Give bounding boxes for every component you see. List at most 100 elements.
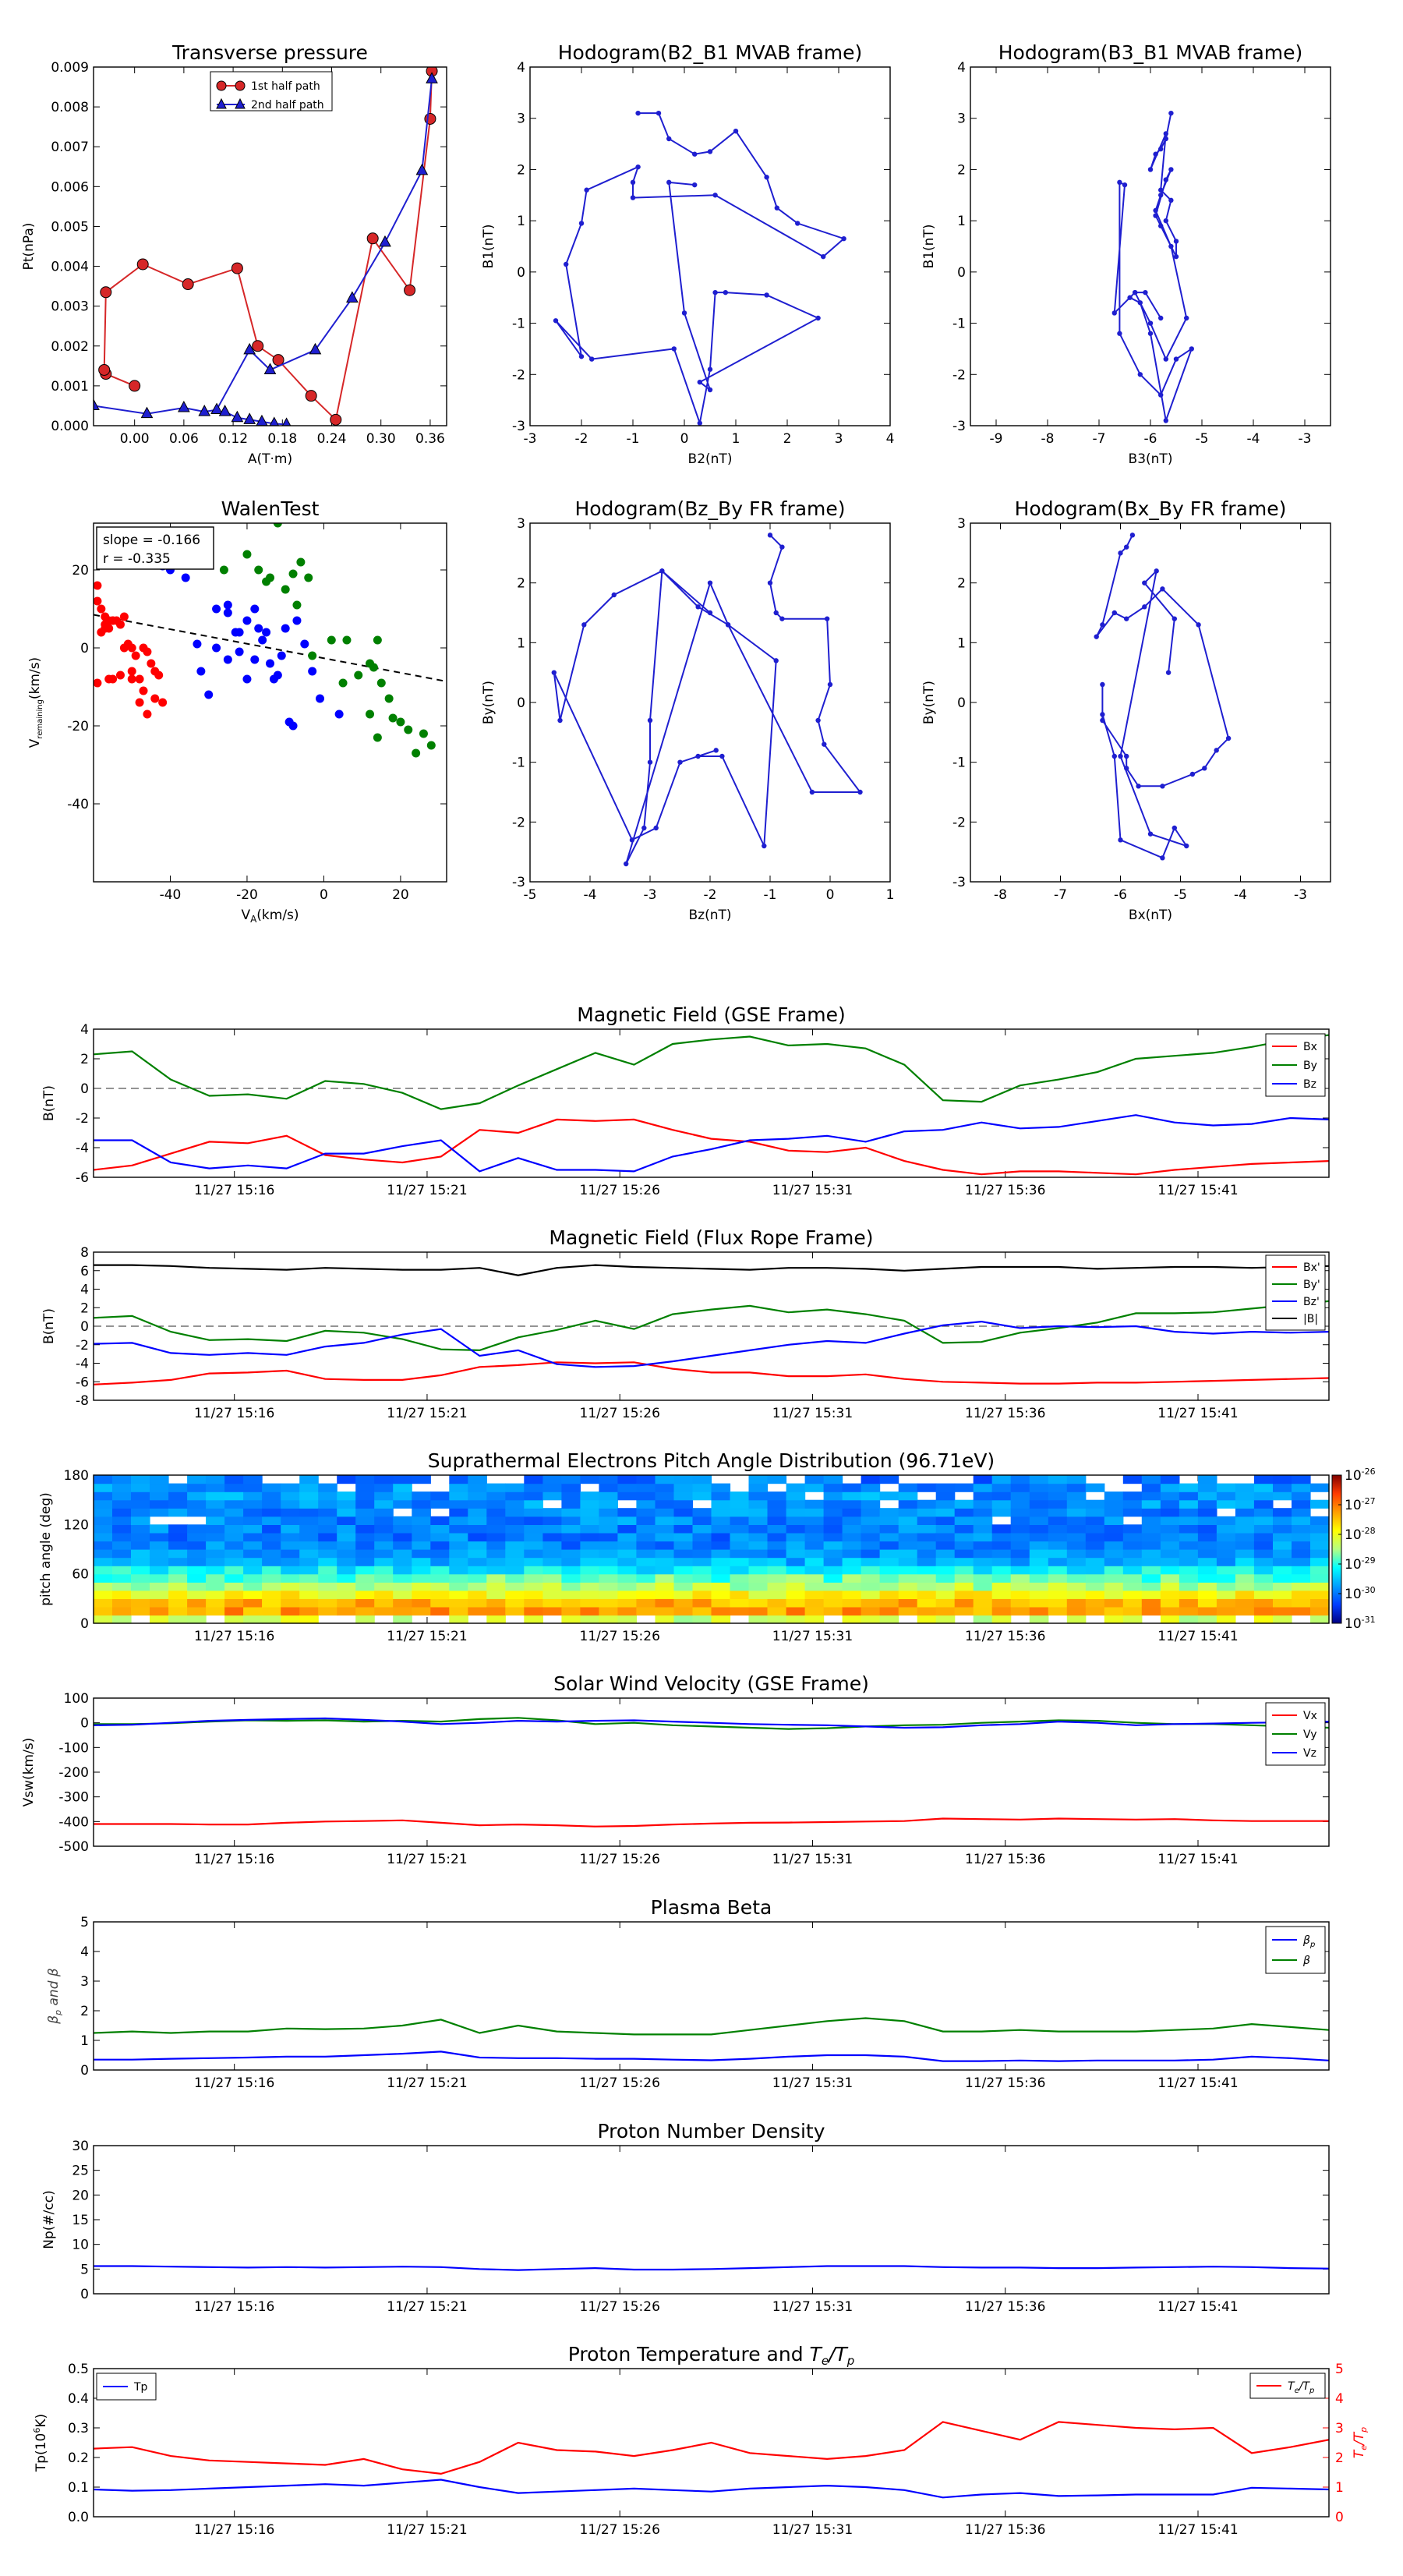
pad-cell xyxy=(1160,1557,1180,1566)
transverse-frame xyxy=(93,66,447,426)
pad-cell xyxy=(1179,1573,1199,1583)
pad-cell xyxy=(449,1532,468,1542)
hodo_bxby-xlabel: Bx(nT) xyxy=(1129,908,1172,923)
y-tick-label: 1 xyxy=(517,635,525,651)
pad-cell xyxy=(524,1541,543,1550)
y-tick-label: -3 xyxy=(952,419,966,434)
pad-cell xyxy=(617,1566,637,1575)
pad-cell xyxy=(1273,1508,1292,1517)
pad-cell xyxy=(1029,1516,1049,1525)
pad-cell xyxy=(412,1499,431,1509)
pad-cell xyxy=(1292,1541,1311,1550)
pad-cell xyxy=(430,1491,450,1501)
pad-cell xyxy=(599,1573,618,1583)
y-tick-label: 4 xyxy=(80,1283,89,1298)
np-plot-area xyxy=(94,2265,1329,2271)
pad-cell xyxy=(730,1499,750,1509)
time-tick-label: 11/27 15:16 xyxy=(194,2075,274,2091)
time-tick-label: 11/27 15:26 xyxy=(580,2075,660,2091)
pad-cell xyxy=(206,1524,225,1534)
pad-cells xyxy=(94,1475,1330,1624)
pad-cell xyxy=(94,1549,113,1559)
pad-cell xyxy=(1141,1566,1161,1575)
pad-cell xyxy=(355,1491,375,1501)
pad-cell xyxy=(112,1573,132,1583)
pad-cell xyxy=(150,1606,169,1616)
beta-ylabel: βp and β xyxy=(46,1968,63,2025)
pad-cell xyxy=(973,1516,993,1525)
pad-cell xyxy=(599,1532,618,1542)
pad-cell xyxy=(393,1524,412,1534)
pad-cell xyxy=(711,1566,731,1575)
pad-cell xyxy=(1179,1532,1199,1542)
scatter-point xyxy=(219,565,228,575)
pad-cell xyxy=(224,1566,244,1575)
pad-cell xyxy=(1160,1606,1180,1616)
pad-cell xyxy=(1197,1483,1217,1492)
data-point xyxy=(404,284,416,296)
pad-cell xyxy=(748,1606,769,1616)
data-point xyxy=(129,380,141,392)
pad-cell xyxy=(580,1491,599,1501)
pad-cell xyxy=(823,1491,843,1501)
y-tick-label: 0 xyxy=(80,1081,89,1097)
pad-cell xyxy=(281,1590,300,1599)
pad-cell xyxy=(561,1557,581,1566)
x-tick-label: -1 xyxy=(764,887,777,903)
pad-cell xyxy=(224,1590,244,1599)
pad-cell xyxy=(991,1491,1012,1501)
pad-cell xyxy=(1292,1475,1311,1484)
x-tick-label: -4 xyxy=(584,887,597,903)
scatter-point xyxy=(327,635,336,645)
pad-cell xyxy=(767,1549,787,1559)
pad-cell xyxy=(542,1532,562,1542)
y-tick-label: 0.006 xyxy=(51,179,89,195)
pad-cell xyxy=(599,1598,618,1608)
pad-cell xyxy=(1292,1566,1311,1575)
y-tick-label: -2 xyxy=(952,367,966,383)
pad-cell xyxy=(206,1541,225,1550)
pad-cell xyxy=(861,1582,881,1591)
pad-cell xyxy=(505,1590,525,1599)
pad-cell xyxy=(318,1549,337,1559)
y-tick-label: 20 xyxy=(72,563,89,579)
scatter-point xyxy=(338,678,348,688)
pad-cell xyxy=(449,1557,468,1566)
pad-cell xyxy=(1029,1475,1049,1484)
time-tick-label: 11/27 15:41 xyxy=(1157,1629,1238,1644)
pad-cell xyxy=(1104,1491,1124,1501)
time-tick-label: 11/27 15:16 xyxy=(194,1406,274,1421)
pad-cell xyxy=(636,1524,656,1534)
pad-cell xyxy=(318,1606,337,1616)
pad-cell xyxy=(187,1566,207,1575)
pad-cell xyxy=(150,1499,169,1509)
pad-cell xyxy=(1010,1590,1030,1599)
pad-cell xyxy=(1197,1557,1217,1566)
pad-cell xyxy=(524,1491,543,1501)
pad-cell xyxy=(655,1606,675,1616)
hodo_b2b1-frame xyxy=(529,66,891,426)
pad-cell xyxy=(1273,1524,1292,1534)
pad-cell xyxy=(1104,1524,1124,1534)
pad-cell xyxy=(636,1549,656,1559)
scatter-point xyxy=(342,635,352,645)
pad-cell xyxy=(468,1475,487,1484)
pad-cell xyxy=(748,1516,769,1525)
pad-cell xyxy=(337,1499,356,1509)
pad-cell xyxy=(1010,1475,1030,1484)
pad-cell xyxy=(1216,1557,1236,1566)
pad-cell xyxy=(168,1615,188,1624)
pad-cell xyxy=(281,1557,300,1566)
pad-cell xyxy=(337,1557,356,1566)
pad-cell xyxy=(243,1475,263,1484)
pad-cell xyxy=(786,1549,806,1559)
pad-cell xyxy=(991,1606,1012,1616)
pad-cell xyxy=(617,1557,637,1566)
pad-cell xyxy=(1066,1475,1087,1484)
pad-cell xyxy=(1122,1615,1143,1624)
pad-cell xyxy=(430,1557,450,1566)
mag_gse-title: Magnetic Field (GSE Frame) xyxy=(577,1003,845,1026)
pad-cell xyxy=(1216,1541,1236,1550)
pad-cell xyxy=(655,1549,675,1559)
hodo_bzby-title: Hodogram(Bz_By FR frame) xyxy=(574,497,845,520)
